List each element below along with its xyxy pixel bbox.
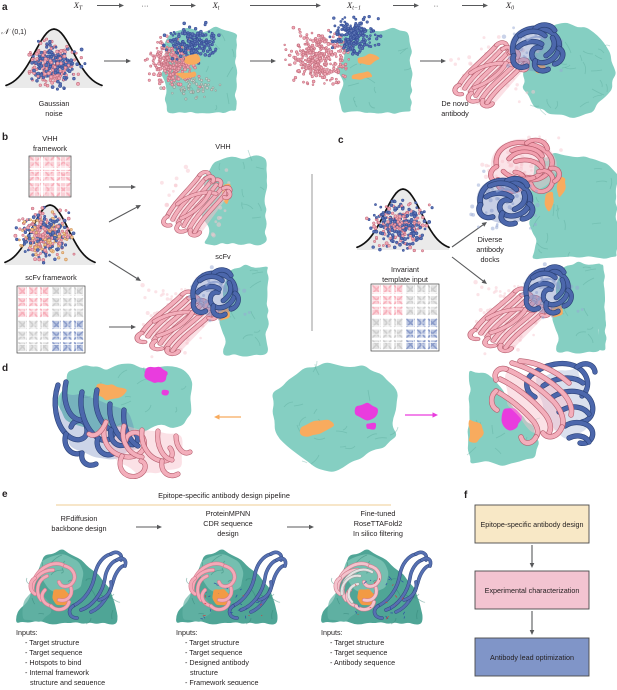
svg-text:VHH: VHH [215, 142, 230, 151]
svg-text:- Target sequence: - Target sequence [185, 648, 242, 657]
svg-text:Antibody lead optimization: Antibody lead optimization [490, 653, 574, 662]
svg-text:(0,1): (0,1) [12, 29, 26, 36]
svg-text:Epitope-specific antibody desi: Epitope-specific antibody design [480, 520, 583, 529]
svg-text:··: ·· [434, 3, 439, 10]
svg-text:a: a [2, 2, 8, 13]
svg-text:Experimental characterization: Experimental characterization [485, 586, 580, 595]
svg-text:- Framework sequence: - Framework sequence [185, 678, 259, 685]
svg-text:- Hotspots to bind: - Hotspots to bind [25, 658, 81, 667]
svg-text:Invariant: Invariant [391, 265, 419, 274]
svg-text:c: c [338, 135, 344, 146]
svg-text:docks: docks [480, 255, 499, 264]
svg-text:CDR sequence: CDR sequence [203, 519, 252, 528]
svg-text:Diverse: Diverse [478, 235, 503, 244]
svg-text:noise: noise [45, 109, 62, 118]
svg-text:In silico filtering: In silico filtering [353, 529, 403, 538]
svg-text:- Target sequence: - Target sequence [25, 648, 82, 657]
svg-text:Epitope-specific antibody desi: Epitope-specific antibody design pipelin… [158, 491, 290, 500]
svg-text:template input: template input [382, 275, 428, 284]
svg-text:e: e [2, 489, 8, 500]
svg-text:scFv: scFv [215, 252, 231, 261]
svg-text:RoseTTAFold2: RoseTTAFold2 [354, 519, 403, 528]
svg-text:b: b [2, 132, 8, 143]
svg-text:Inputs:: Inputs: [16, 628, 38, 637]
svg-text:- Target structure: - Target structure [330, 638, 384, 647]
svg-text:- Target sequence: - Target sequence [330, 648, 387, 657]
svg-text:structure and sequence: structure and sequence [30, 678, 105, 685]
svg-text:···: ··· [142, 3, 149, 10]
svg-text:ProteinMPNN: ProteinMPNN [206, 509, 251, 518]
svg-text:framework: framework [33, 144, 67, 153]
svg-text:Inputs:: Inputs: [321, 628, 343, 637]
svg-text:Gaussian: Gaussian [39, 99, 70, 108]
svg-text:design: design [217, 529, 239, 538]
svg-text:Fine-tuned: Fine-tuned [361, 509, 396, 518]
svg-text:structure: structure [190, 668, 218, 677]
svg-text:antibody: antibody [441, 109, 469, 118]
svg-text:- Designed antibody: - Designed antibody [185, 658, 249, 667]
svg-text:- Antibody sequence: - Antibody sequence [330, 658, 395, 667]
svg-text:VHH: VHH [42, 134, 57, 143]
svg-text:RFdiffusion: RFdiffusion [61, 514, 98, 523]
svg-text:backbone design: backbone design [51, 524, 106, 533]
svg-text:antibody: antibody [476, 245, 504, 254]
svg-text:- Target structure: - Target structure [25, 638, 79, 647]
svg-text:scFv framework: scFv framework [25, 273, 77, 282]
svg-text:De novo: De novo [441, 99, 468, 108]
svg-text:d: d [2, 363, 8, 374]
svg-text:Inputs:: Inputs: [176, 628, 198, 637]
svg-text:- Target structure: - Target structure [185, 638, 239, 647]
svg-text:- Internal framework: - Internal framework [25, 668, 89, 677]
